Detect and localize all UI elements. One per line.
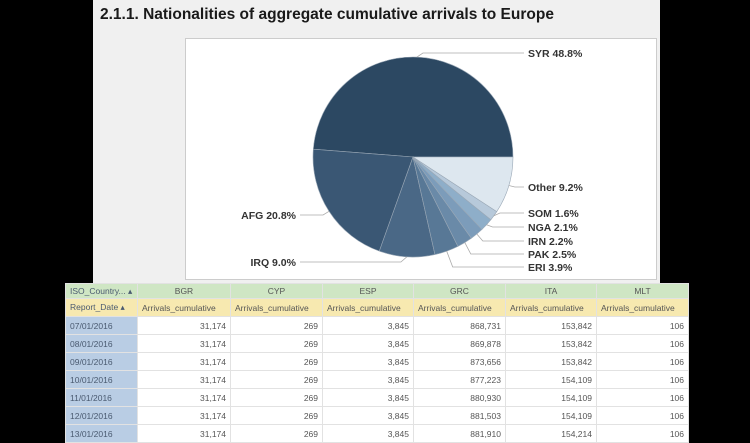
table-cell: 269 <box>230 352 323 371</box>
slice-label-eri: ERI 3.9% <box>528 262 573 274</box>
column-header-bgr[interactable]: BGR <box>137 283 231 299</box>
table-row: 09/01/2016 31,174 269 3,845 873,656 153,842 10… <box>65 352 689 371</box>
table-cell: 869,878 <box>413 334 506 353</box>
pivot-table: ISO_Country... ▴ BGR CYP ESP GRC ITA MLT Report… <box>65 283 689 443</box>
table-cell: 153,842 <box>505 334 597 353</box>
table-cell: 269 <box>230 406 323 425</box>
pie-chart: SYR 48.8% AFG 20.8% IRQ 9.0% ERI 3.9%PAK 2.… <box>241 48 584 274</box>
measure-header: Arrivals_cumulative <box>322 298 414 317</box>
table-cell: 154,109 <box>505 388 597 407</box>
measure-header: Arrivals_cumulative <box>137 298 231 317</box>
table-cell: 881,503 <box>413 406 506 425</box>
header-row-countries: ISO_Country... ▴ BGR CYP ESP GRC ITA MLT <box>65 283 689 299</box>
table-cell: 881,910 <box>413 424 506 443</box>
column-header-grc[interactable]: GRC <box>413 283 506 299</box>
leader-line-other <box>508 185 524 188</box>
row-date: 11/01/2016 <box>65 388 138 407</box>
leader-line-som <box>493 212 524 217</box>
table-cell: 31,174 <box>137 316 231 335</box>
report-date-header[interactable]: Report_Date ▴ <box>65 298 138 317</box>
slice-label-afg: AFG 20.8% <box>241 210 297 222</box>
table-cell: 3,845 <box>322 424 414 443</box>
table-cell: 31,174 <box>137 388 231 407</box>
leader-line-irq <box>300 256 408 263</box>
table-cell: 3,845 <box>322 388 414 407</box>
table-row: 10/01/2016 31,174 269 3,845 877,223 154,109 10… <box>65 370 689 389</box>
pie-slice-other <box>411 156 514 213</box>
table-cell: 106 <box>596 388 689 407</box>
row-date: 12/01/2016 <box>65 406 138 425</box>
table-cell: 269 <box>230 316 323 335</box>
slice-label-other: Other 9.2% <box>528 182 584 194</box>
table-row: 08/01/2016 31,174 269 3,845 869,878 153,842 10… <box>65 334 689 353</box>
table-cell: 106 <box>596 352 689 371</box>
table-cell: 3,845 <box>322 352 414 371</box>
table-cell: 154,109 <box>505 406 597 425</box>
leader-line-pak <box>464 242 524 255</box>
slice-label-pak: PAK 2.5% <box>528 249 577 261</box>
table-cell: 3,845 <box>322 316 414 335</box>
table-cell: 154,214 <box>505 424 597 443</box>
column-header-ita[interactable]: ITA <box>505 283 597 299</box>
row-date: 10/01/2016 <box>65 370 138 389</box>
pie-slice-syr <box>312 56 514 158</box>
header-row-measures: Report_Date ▴ Arrivals_cumulative Arrivals… <box>65 298 689 317</box>
table-cell: 153,842 <box>505 352 597 371</box>
leader-line-syr <box>416 52 524 58</box>
table-cell: 3,845 <box>322 370 414 389</box>
leader-line-afg <box>300 210 330 216</box>
table-cell: 106 <box>596 370 689 389</box>
table-cell: 31,174 <box>137 424 231 443</box>
table-cell: 873,656 <box>413 352 506 371</box>
measure-header: Arrivals_cumulative <box>230 298 323 317</box>
table-cell: 31,174 <box>137 370 231 389</box>
table-row: 12/01/2016 31,174 269 3,845 881,503 154,109 10… <box>65 406 689 425</box>
measure-header: Arrivals_cumulative <box>505 298 597 317</box>
table-row: 13/01/2016 31,174 269 3,845 881,910 154,214 10… <box>65 424 689 443</box>
table-cell: 31,174 <box>137 352 231 371</box>
column-header-cyp[interactable]: CYP <box>230 283 323 299</box>
slice-label-nga: NGA 2.1% <box>528 222 578 234</box>
table-cell: 31,174 <box>137 406 231 425</box>
iso-country-header[interactable]: ISO_Country... ▴ <box>65 283 138 299</box>
slice-label-irq: IRQ 9.0% <box>250 257 296 269</box>
table-cell: 106 <box>596 406 689 425</box>
table-cell: 877,223 <box>413 370 506 389</box>
table-cell: 880,930 <box>413 388 506 407</box>
table-cell: 106 <box>596 334 689 353</box>
measure-header: Arrivals_cumulative <box>596 298 689 317</box>
table-row: 07/01/2016 31,174 269 3,845 868,731 153,842 10… <box>65 316 689 335</box>
table-cell: 269 <box>230 388 323 407</box>
table-cell: 154,109 <box>505 370 597 389</box>
table-cell: 269 <box>230 370 323 389</box>
table-cell: 106 <box>596 316 689 335</box>
slice-label-irn: IRN 2.2% <box>528 236 574 248</box>
row-date: 07/01/2016 <box>65 316 138 335</box>
table-cell: 269 <box>230 334 323 353</box>
table-cell: 868,731 <box>413 316 506 335</box>
leader-line-irn <box>476 233 524 242</box>
row-date: 13/01/2016 <box>65 424 138 443</box>
chart-container: SYR 48.8% AFG 20.8% IRQ 9.0% ERI 3.9% PAK 2.… <box>185 38 657 280</box>
leader-line-eri <box>446 251 524 268</box>
table-row: 11/01/2016 31,174 269 3,845 880,930 154,109 10… <box>65 388 689 407</box>
row-date: 09/01/2016 <box>65 352 138 371</box>
slice-label-som: SOM 1.6% <box>528 208 579 220</box>
table-cell: 106 <box>596 424 689 443</box>
column-header-mlt[interactable]: MLT <box>596 283 689 299</box>
table-cell: 3,845 <box>322 406 414 425</box>
slice-label-syr: SYR 48.8% <box>528 48 583 60</box>
column-header-esp[interactable]: ESP <box>322 283 414 299</box>
leader-line-nga <box>486 224 524 228</box>
table-cell: 3,845 <box>322 334 414 353</box>
table-cell: 153,842 <box>505 316 597 335</box>
table-cell: 31,174 <box>137 334 231 353</box>
measure-header: Arrivals_cumulative <box>413 298 506 317</box>
table-cell: 269 <box>230 424 323 443</box>
row-date: 08/01/2016 <box>65 334 138 353</box>
chart-title: 2.1.1. Nationalities of aggregate cumula… <box>100 6 554 23</box>
